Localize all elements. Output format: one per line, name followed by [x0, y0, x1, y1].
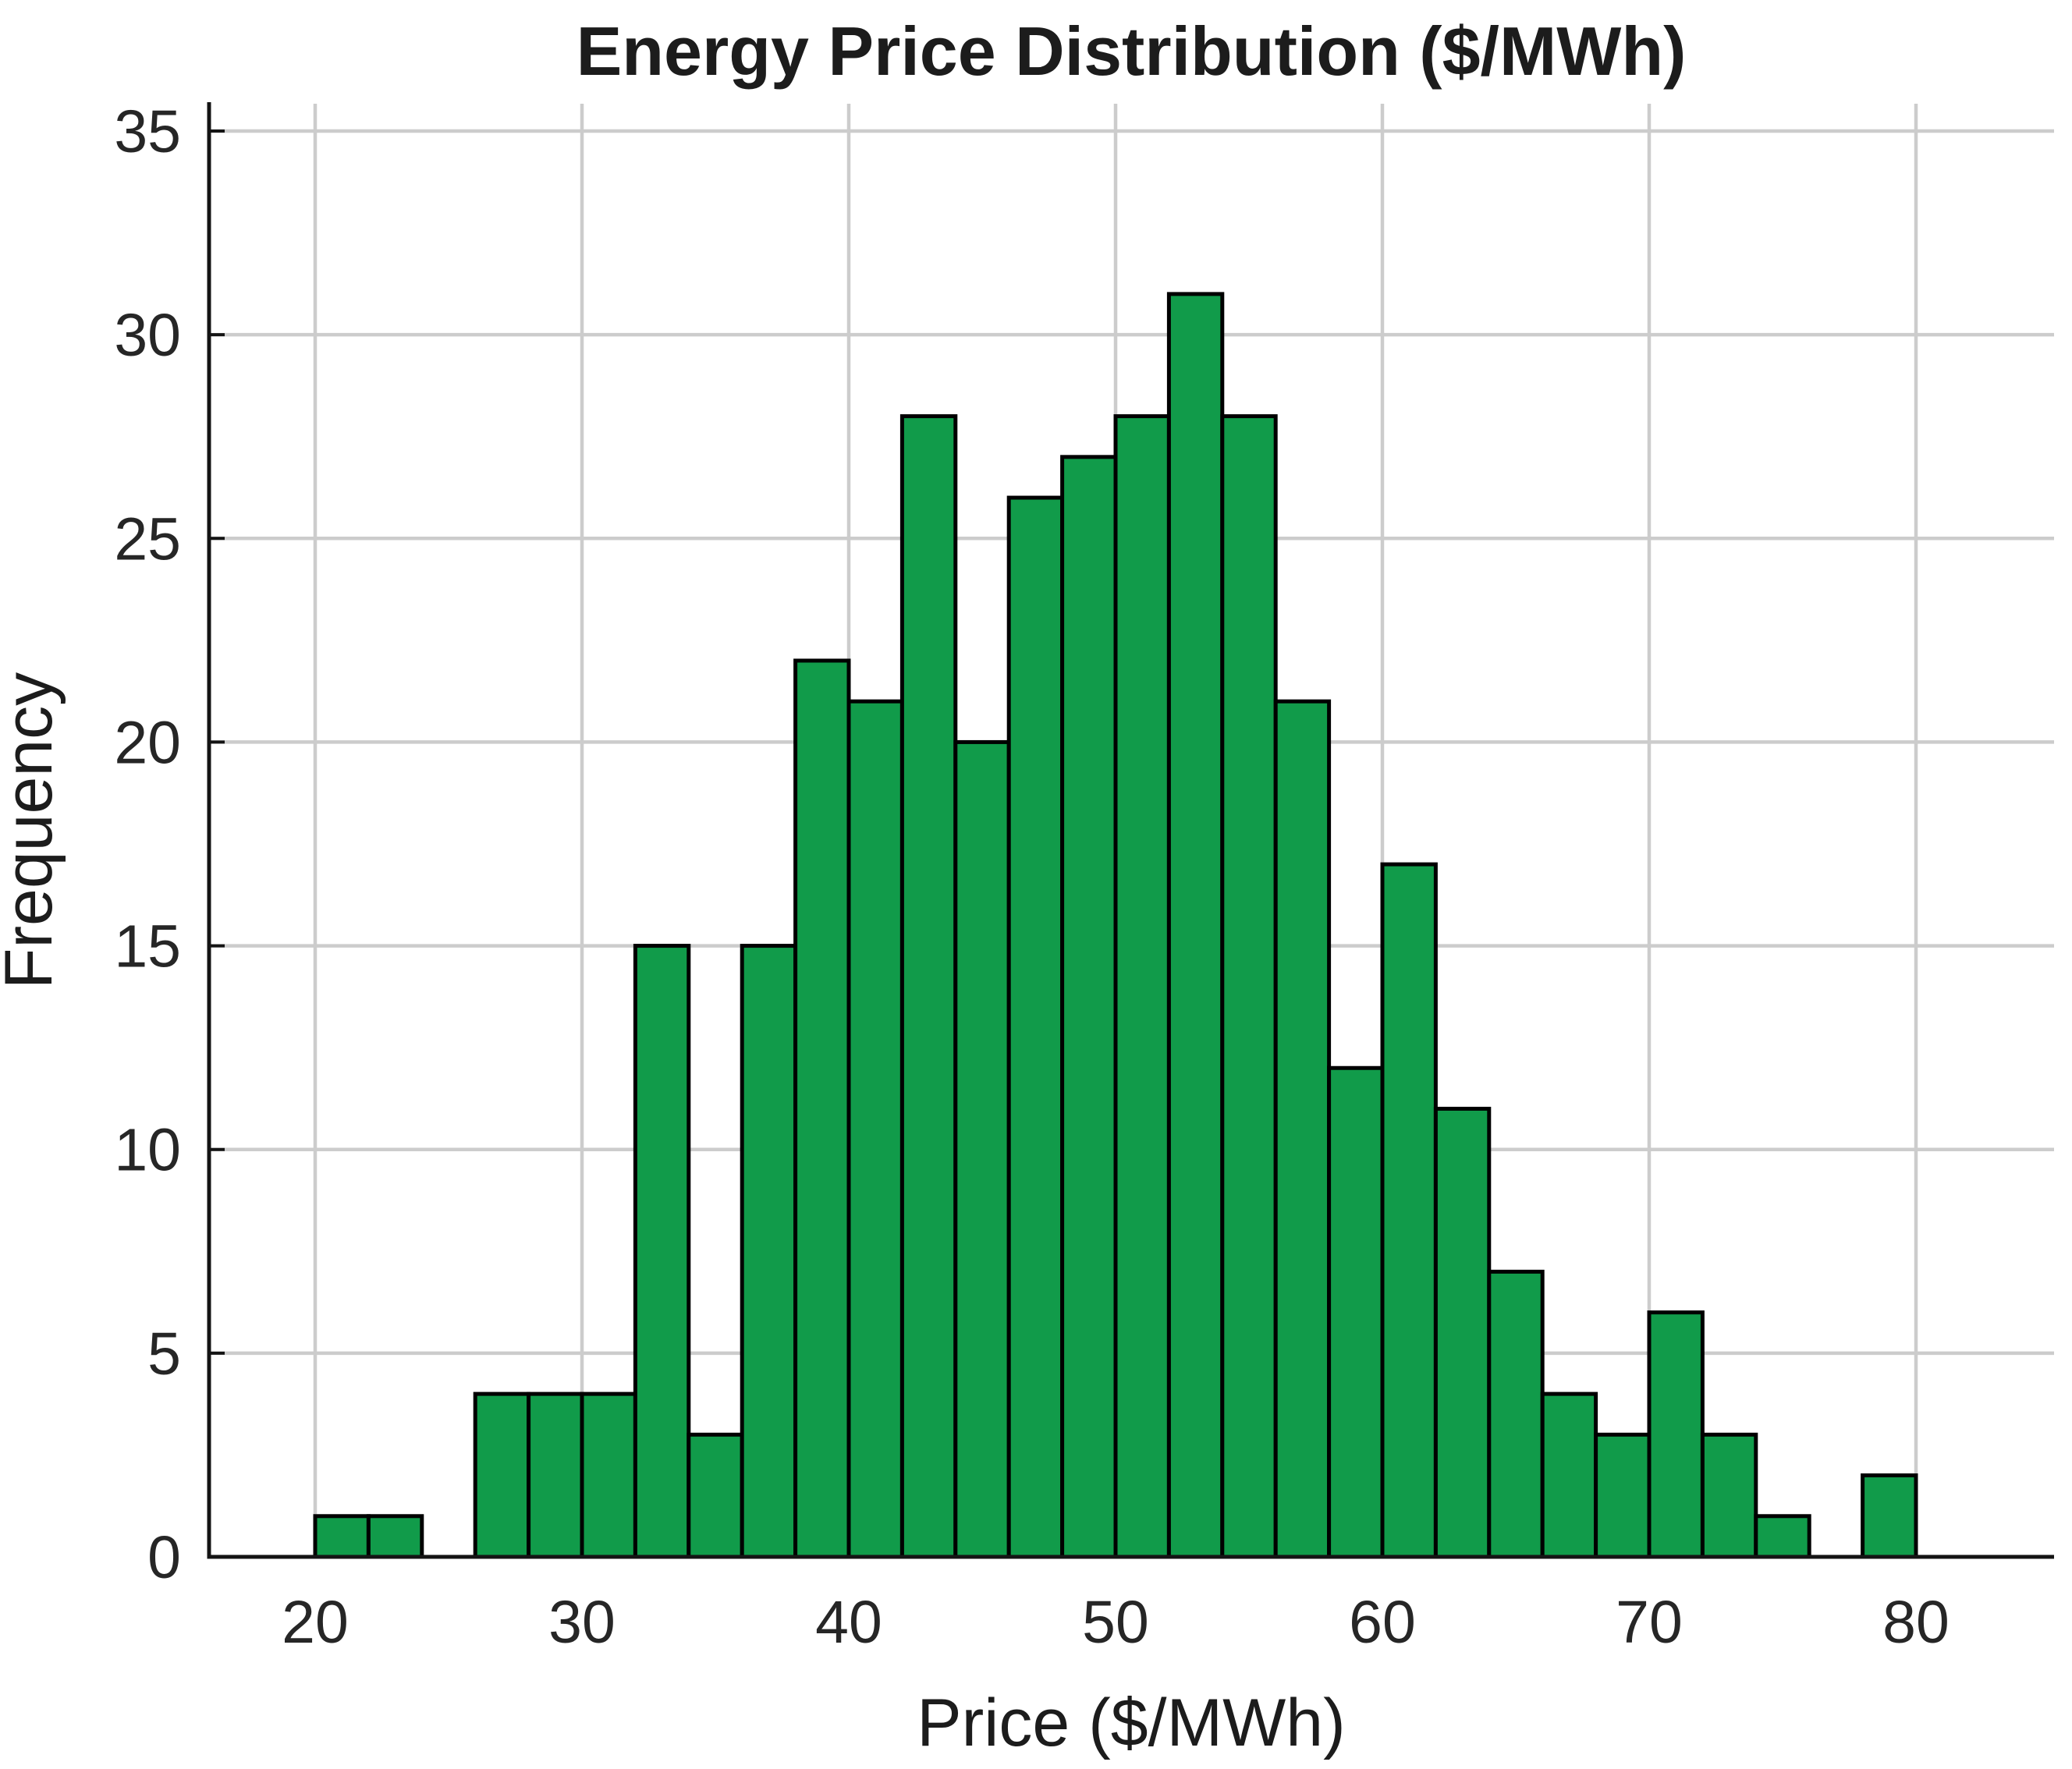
- histogram-bar: [846, 699, 904, 1559]
- histogram-bar: [1380, 862, 1438, 1559]
- histogram-bar: [473, 1391, 531, 1559]
- histogram-bar: [527, 1391, 584, 1559]
- x-tick-label: 70: [1616, 1589, 1683, 1656]
- chart-title: Energy Price Distribution ($/MWh): [577, 12, 1687, 90]
- histogram-bar: [1540, 1391, 1598, 1559]
- histogram-bar: [1273, 699, 1332, 1559]
- histogram-bar: [953, 739, 1011, 1559]
- x-tick-label: 20: [282, 1589, 349, 1656]
- histogram-bar: [313, 1514, 371, 1559]
- grid-layer: [209, 104, 2054, 1557]
- x-tick-label: 40: [815, 1589, 882, 1656]
- bar-layer: [313, 292, 1918, 1559]
- histogram-bar: [1220, 414, 1278, 1559]
- y-tick-label: 10: [114, 1117, 181, 1184]
- histogram-bar: [580, 1391, 637, 1559]
- histogram-bar: [1166, 292, 1225, 1559]
- x-axis-label: Price ($/MWh): [917, 1686, 1345, 1760]
- histogram-bar: [899, 414, 958, 1559]
- histogram-bar: [1700, 1432, 1758, 1559]
- tick-label-layer: 20 30 40 50 60 70 80 0 5 10 15 20 25 30 35: [114, 98, 1949, 1656]
- histogram-bar: [1861, 1473, 1918, 1559]
- histogram-bar: [1006, 495, 1065, 1559]
- x-tick-label: 30: [548, 1589, 616, 1656]
- histogram-bar: [1487, 1269, 1545, 1559]
- y-tick-label: 35: [114, 98, 181, 165]
- histogram-bar: [793, 658, 851, 1559]
- histogram-bar: [687, 1432, 744, 1559]
- histogram-bar: [1754, 1514, 1811, 1559]
- histogram-bar: [1060, 455, 1118, 1559]
- histogram-bar: [1594, 1432, 1652, 1559]
- y-tick-label: 20: [114, 709, 181, 776]
- x-tick-label: 80: [1882, 1589, 1950, 1656]
- y-tick-label: 30: [114, 302, 181, 369]
- histogram-bar: [633, 944, 691, 1559]
- y-tick-label: 15: [114, 913, 181, 980]
- y-axis-label: Frequency: [0, 672, 66, 989]
- histogram-bar: [1433, 1106, 1492, 1559]
- histogram-bar: [740, 944, 798, 1559]
- y-tick-label: 5: [147, 1321, 181, 1388]
- histogram-bar: [366, 1514, 424, 1559]
- axis-layer: [207, 102, 2054, 1559]
- x-tick-label: 50: [1082, 1589, 1149, 1656]
- histogram-bar: [1647, 1310, 1705, 1559]
- y-tick-label: 25: [114, 505, 181, 573]
- y-tick-label: 0: [147, 1524, 181, 1591]
- histogram-bar: [1327, 1065, 1385, 1559]
- histogram-bar: [1113, 414, 1171, 1559]
- x-tick-label: 60: [1349, 1589, 1416, 1656]
